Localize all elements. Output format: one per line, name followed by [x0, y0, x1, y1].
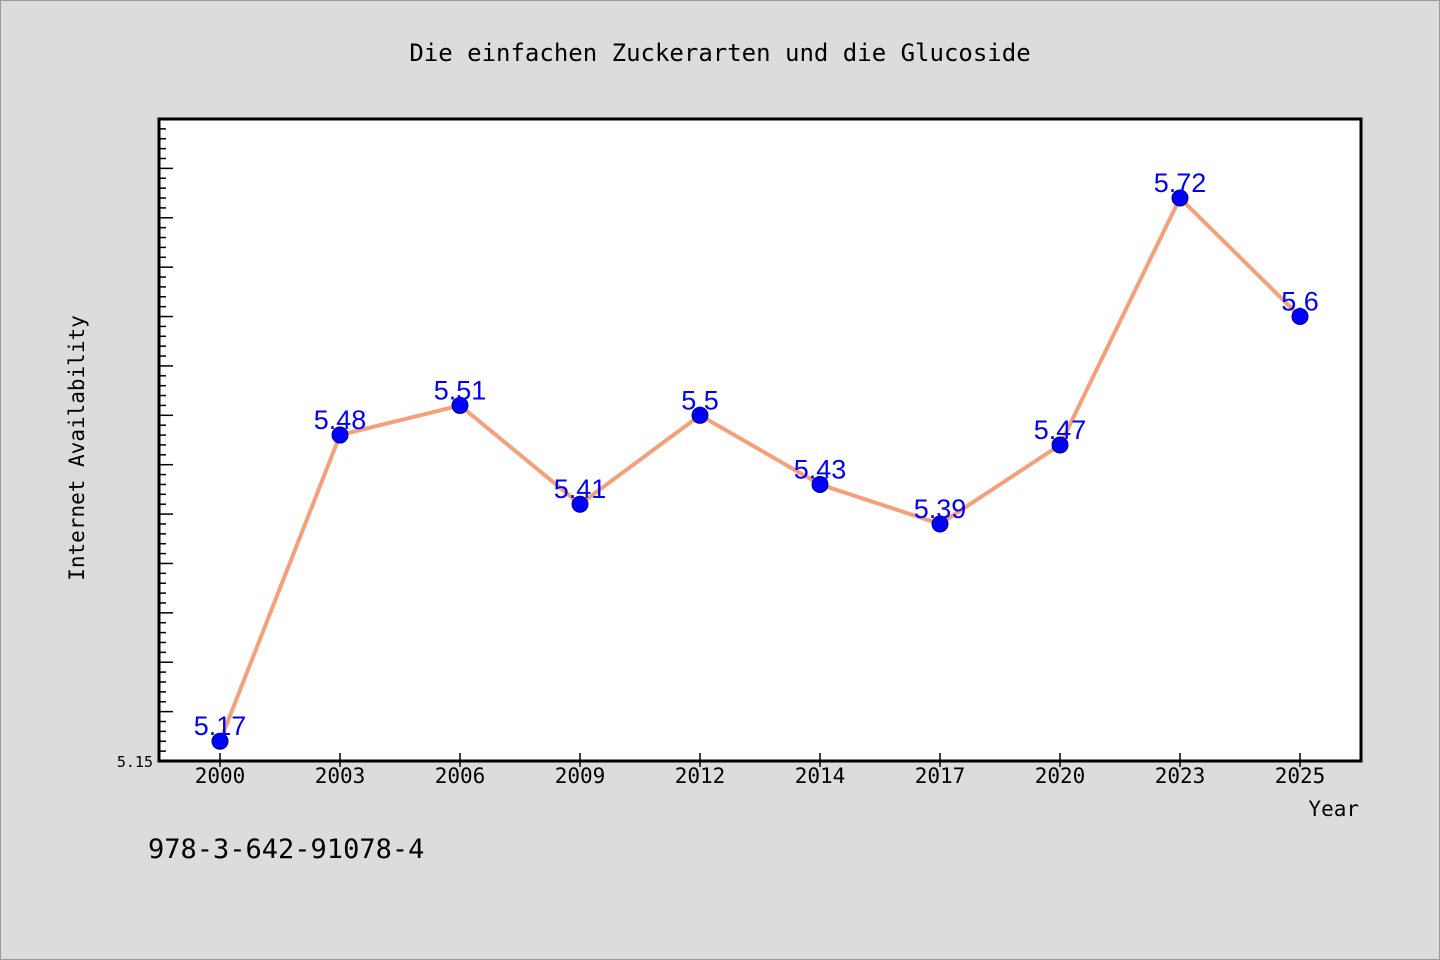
- x-tick-label: 2020: [1035, 764, 1086, 788]
- data-point: [1051, 436, 1069, 454]
- data-label: 5.6: [1281, 287, 1319, 317]
- data-point: [691, 406, 709, 424]
- data-label: 5.5: [681, 385, 719, 415]
- data-label: 5.48: [314, 405, 367, 435]
- data-point: [451, 396, 469, 414]
- x-tick-label: 2017: [915, 764, 966, 788]
- x-tick-label: 2000: [195, 764, 246, 788]
- plot-area: [157, 117, 1363, 763]
- data-point: [331, 426, 349, 444]
- x-tick-label: 2009: [555, 764, 606, 788]
- data-point: [1171, 189, 1189, 207]
- data-label: 5.17: [194, 711, 247, 741]
- data-label: 5.51: [434, 375, 487, 405]
- data-point: [211, 732, 229, 750]
- x-axis-label: Year: [1308, 797, 1359, 821]
- data-label: 5.43: [794, 454, 847, 484]
- x-tick-label: 2014: [795, 764, 846, 788]
- x-tick-label: 2023: [1155, 764, 1206, 788]
- y-axis-label: Internet Availability: [65, 315, 89, 581]
- data-label: 5.41: [554, 474, 607, 504]
- data-point: [811, 475, 829, 493]
- data-label: 5.72: [1154, 168, 1207, 198]
- x-axis-tick-labels: 2000 2003 2006 2009 2012 2014 2017 2020 2023 2025: [195, 764, 1326, 788]
- x-tick-label: 2003: [315, 764, 366, 788]
- series-line: [218, 196, 1302, 744]
- data-label: 5.47: [1034, 415, 1087, 445]
- data-points: [211, 189, 1309, 750]
- chart-title: Die einfachen Zuckerarten und die Glucos…: [409, 39, 1030, 67]
- data-label: 5.39: [914, 494, 967, 524]
- data-labels: 5.17 5.48 5.51 5.41 5.5 5.43 5.39 5.47 5.72 5.6: [194, 168, 1319, 741]
- y-tick-label: 5.15: [117, 753, 153, 771]
- x-tick-label: 2025: [1275, 764, 1326, 788]
- isbn-code: 978-3-642-91078-4: [148, 834, 425, 865]
- x-tick-label: 2006: [435, 764, 486, 788]
- data-point: [931, 515, 949, 533]
- x-tick-label: 2012: [675, 764, 726, 788]
- x-axis-ticks: [219, 753, 1301, 767]
- y-axis-ticks: [159, 128, 173, 762]
- data-point: [1291, 308, 1309, 326]
- data-point: [571, 495, 589, 513]
